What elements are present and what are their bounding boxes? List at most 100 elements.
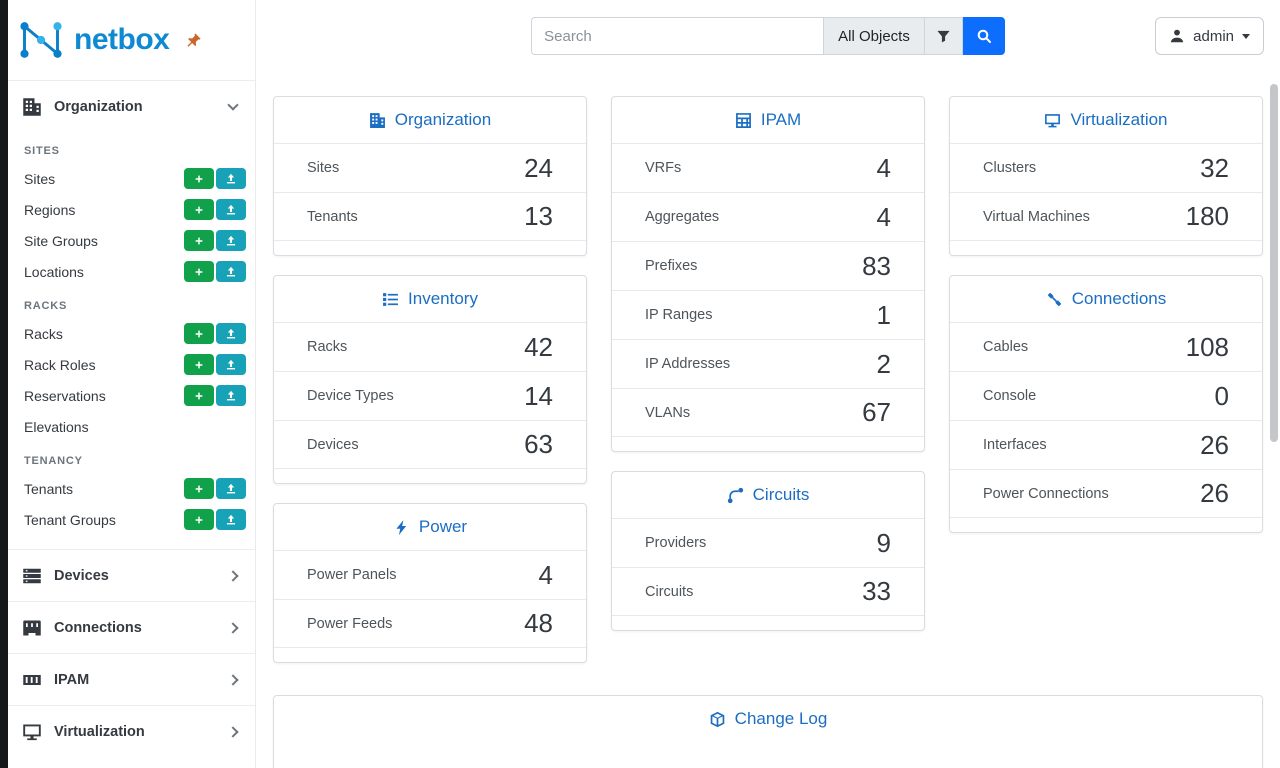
sidebar-item-label[interactable]: Regions bbox=[24, 201, 76, 218]
add-button[interactable] bbox=[184, 385, 214, 406]
import-button[interactable] bbox=[216, 199, 246, 220]
scrollbar-thumb[interactable] bbox=[1270, 84, 1278, 442]
sidebar-section-virtualization[interactable]: Virtualization bbox=[8, 705, 255, 757]
import-button[interactable] bbox=[216, 261, 246, 282]
stat-row: Sites 24 bbox=[274, 143, 586, 192]
stat-label[interactable]: Power Connections bbox=[983, 485, 1109, 502]
add-button[interactable] bbox=[184, 199, 214, 220]
stat-row: Racks 42 bbox=[274, 322, 586, 371]
import-button[interactable] bbox=[216, 230, 246, 251]
add-button[interactable] bbox=[184, 261, 214, 282]
item-actions bbox=[184, 199, 246, 220]
cable-icon bbox=[1047, 292, 1061, 306]
organization-card: Organization Sites 24 Tenants 13 bbox=[273, 96, 587, 256]
pin-sidebar-icon[interactable] bbox=[185, 32, 202, 49]
sidebar-nav: Organization SITES Sites Regions Sit bbox=[8, 80, 255, 757]
card-title: IPAM bbox=[760, 110, 802, 129]
stat-label[interactable]: IP Ranges bbox=[645, 307, 713, 323]
add-button[interactable] bbox=[184, 323, 214, 344]
stat-label[interactable]: VRFs bbox=[645, 160, 682, 176]
sidebar-item-label[interactable]: Elevations bbox=[24, 418, 89, 435]
stat-label[interactable]: Clusters bbox=[983, 160, 1037, 176]
add-button[interactable] bbox=[184, 230, 214, 251]
chevron-right-icon bbox=[227, 725, 239, 738]
import-button[interactable] bbox=[216, 385, 246, 406]
card-header: Organization bbox=[274, 97, 586, 143]
filter-icon bbox=[937, 30, 950, 42]
window-edge bbox=[0, 0, 8, 768]
stat-row: VLANs 67 bbox=[612, 388, 924, 437]
stat-value: 26 bbox=[1200, 478, 1229, 508]
sidebar-item-label[interactable]: Racks bbox=[24, 325, 63, 342]
stat-value: 4 bbox=[876, 201, 891, 232]
stat-label[interactable]: Power Feeds bbox=[307, 615, 393, 632]
user-menu-button[interactable]: admin bbox=[1155, 17, 1264, 55]
import-button[interactable] bbox=[216, 354, 246, 375]
import-button[interactable] bbox=[216, 478, 246, 499]
card-title: Organization bbox=[394, 110, 492, 129]
netbox-logo[interactable]: netbox bbox=[16, 18, 170, 62]
stat-value: 48 bbox=[524, 608, 553, 638]
sidebar-item-racks: Racks bbox=[8, 318, 255, 349]
stat-label[interactable]: Providers bbox=[645, 535, 707, 551]
sidebar-section-ipam[interactable]: IPAM bbox=[8, 653, 255, 705]
add-button[interactable] bbox=[184, 354, 214, 375]
stat-label[interactable]: Tenants bbox=[307, 208, 358, 225]
sidebar-section-connections[interactable]: Connections bbox=[8, 601, 255, 653]
search-input[interactable] bbox=[531, 17, 824, 55]
virtualization-card: Virtualization Clusters 32 Virtual Machi… bbox=[949, 96, 1263, 256]
transit-connection-icon bbox=[727, 487, 743, 503]
sidebar-group-header-racks: RACKS bbox=[24, 300, 68, 312]
changelog-card: Change Log bbox=[273, 695, 1263, 768]
global-search: All Objects bbox=[531, 17, 1005, 55]
add-button[interactable] bbox=[184, 168, 214, 189]
stat-label[interactable]: VLANs bbox=[645, 404, 691, 421]
sidebar-section-devices[interactable]: Devices bbox=[8, 549, 255, 601]
sidebar-section-label: Connections bbox=[54, 619, 142, 636]
dashboard-column-1: Organization Sites 24 Tenants 13 Inv bbox=[273, 96, 587, 663]
stat-label[interactable]: Devices bbox=[307, 436, 359, 453]
add-button[interactable] bbox=[184, 509, 214, 530]
card-list: Power Panels 4 Power Feeds 48 bbox=[274, 550, 586, 662]
sidebar-section-organization[interactable]: Organization bbox=[8, 80, 255, 132]
stat-label[interactable]: Racks bbox=[307, 339, 348, 355]
import-button[interactable] bbox=[216, 509, 246, 530]
stat-label[interactable]: Aggregates bbox=[645, 209, 720, 225]
search-icon bbox=[977, 29, 991, 43]
dashboard-column-2: IPAM VRFs 4 Aggregates 4 Prefixes 83 bbox=[611, 96, 925, 631]
sidebar-item-label[interactable]: Site Groups bbox=[24, 232, 98, 249]
stat-label[interactable]: Console bbox=[983, 388, 1037, 404]
stat-label[interactable]: Power Panels bbox=[307, 567, 397, 583]
stat-label[interactable]: Virtual Machines bbox=[983, 208, 1090, 225]
sidebar-header: netbox bbox=[8, 0, 255, 80]
sidebar-item-label[interactable]: Sites bbox=[24, 170, 56, 187]
netbox-logo-text: netbox bbox=[74, 23, 170, 56]
stat-label[interactable]: Circuits bbox=[645, 583, 694, 600]
sidebar-item-label[interactable]: Tenant Groups bbox=[24, 511, 116, 528]
add-button[interactable] bbox=[184, 478, 214, 499]
sidebar-section-label: IPAM bbox=[54, 671, 90, 688]
sidebar-item-label[interactable]: Tenants bbox=[24, 480, 74, 497]
stat-value: 108 bbox=[1185, 331, 1229, 362]
sidebar-item-label[interactable]: Locations bbox=[24, 263, 84, 280]
filter-button[interactable] bbox=[924, 17, 963, 55]
object-type-select[interactable]: All Objects bbox=[823, 17, 925, 55]
stat-label[interactable]: Interfaces bbox=[983, 437, 1047, 453]
card-title: Power bbox=[418, 517, 468, 536]
search-button[interactable] bbox=[962, 17, 1005, 55]
stat-label[interactable]: IP Addresses bbox=[645, 356, 731, 372]
stat-label[interactable]: Cables bbox=[983, 339, 1029, 355]
import-button[interactable] bbox=[216, 168, 246, 189]
sidebar-item-label[interactable]: Rack Roles bbox=[24, 356, 96, 373]
import-button[interactable] bbox=[216, 323, 246, 344]
stat-label[interactable]: Sites bbox=[307, 160, 340, 176]
sidebar: netbox Organization SITES Sites bbox=[8, 0, 256, 768]
stat-label[interactable]: Device Types bbox=[307, 388, 394, 404]
stat-row: Providers 9 bbox=[612, 518, 924, 567]
sidebar-item-label[interactable]: Reservations bbox=[24, 387, 106, 404]
stat-value: 24 bbox=[524, 152, 553, 183]
stat-row: Tenants 13 bbox=[274, 192, 586, 241]
card-list: Clusters 32 Virtual Machines 180 bbox=[950, 143, 1262, 255]
stat-label[interactable]: Prefixes bbox=[645, 258, 698, 274]
card-title: Change Log bbox=[734, 709, 828, 728]
